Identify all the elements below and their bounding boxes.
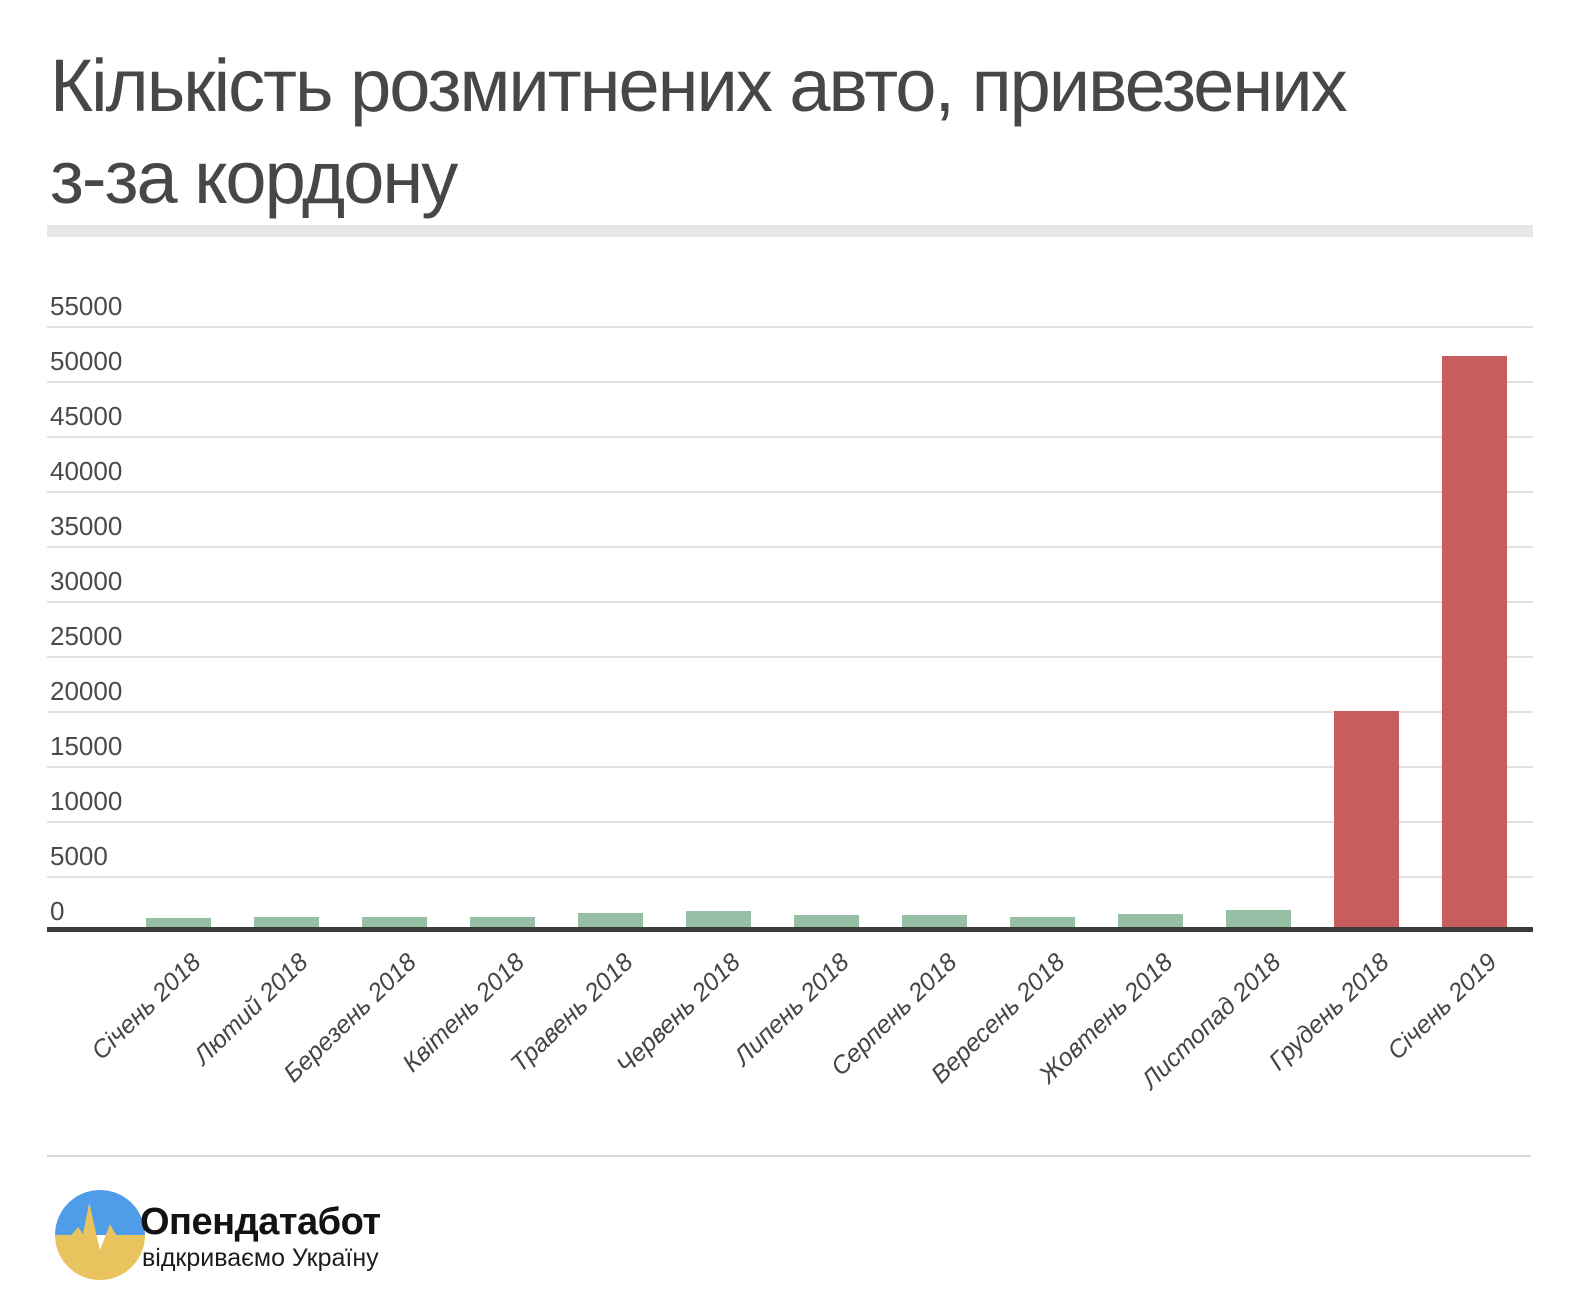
- x-tick-label: Січень 2019: [1382, 948, 1503, 1066]
- brand-tagline: відкриваємо Україну: [142, 1244, 379, 1272]
- logo-waveform: [55, 1202, 145, 1280]
- opendatabot-logo-icon: [55, 1190, 145, 1280]
- footer-divider: [47, 1155, 1531, 1157]
- gridline: [47, 601, 1533, 603]
- chart-title-line-2: з-за кордону: [50, 136, 458, 219]
- y-tick-label: 15000: [50, 731, 123, 761]
- bar: [1442, 355, 1508, 931]
- bar: [578, 913, 644, 931]
- gridline: [47, 821, 1533, 823]
- brand-name: Опендатабот: [140, 1201, 381, 1243]
- bar: [1118, 913, 1184, 931]
- gridline: [47, 436, 1533, 438]
- y-tick-label: 0: [50, 896, 65, 926]
- y-tick-label: 5000: [50, 841, 108, 871]
- chart-title: Кількість розмитнених авто, привезених з…: [50, 40, 1550, 224]
- title-underline: [47, 225, 1533, 237]
- gridline: [47, 711, 1533, 713]
- gridline: [47, 491, 1533, 493]
- gridline: [47, 326, 1533, 328]
- y-tick-label: 35000: [50, 511, 123, 541]
- y-tick-label: 55000: [50, 291, 123, 321]
- gridline: [47, 876, 1533, 878]
- y-tick-label: 20000: [50, 676, 123, 706]
- bar: [794, 914, 860, 931]
- gridline: [47, 381, 1533, 383]
- y-tick-label: 25000: [50, 621, 123, 651]
- y-tick-label: 30000: [50, 566, 123, 596]
- y-tick-label: 45000: [50, 401, 123, 431]
- bar: [686, 911, 752, 931]
- plot-area: 0 5000 10000 15000 20000 25000 30000 35000 40000…: [47, 293, 1533, 1095]
- bar: [1334, 711, 1400, 931]
- bar: [902, 914, 968, 931]
- x-axis-line: [47, 927, 1533, 932]
- y-tick-label: 40000: [50, 456, 123, 486]
- chart-title-line-1: Кількість розмитнених авто, привезених: [50, 44, 1348, 127]
- gridline: [47, 656, 1533, 658]
- gridline: [47, 766, 1533, 768]
- gridline: [47, 546, 1533, 548]
- bar: [1226, 909, 1292, 931]
- logo-sky-half: [55, 1190, 145, 1235]
- y-tick-label: 10000: [50, 786, 123, 816]
- y-tick-label: 50000: [50, 346, 123, 376]
